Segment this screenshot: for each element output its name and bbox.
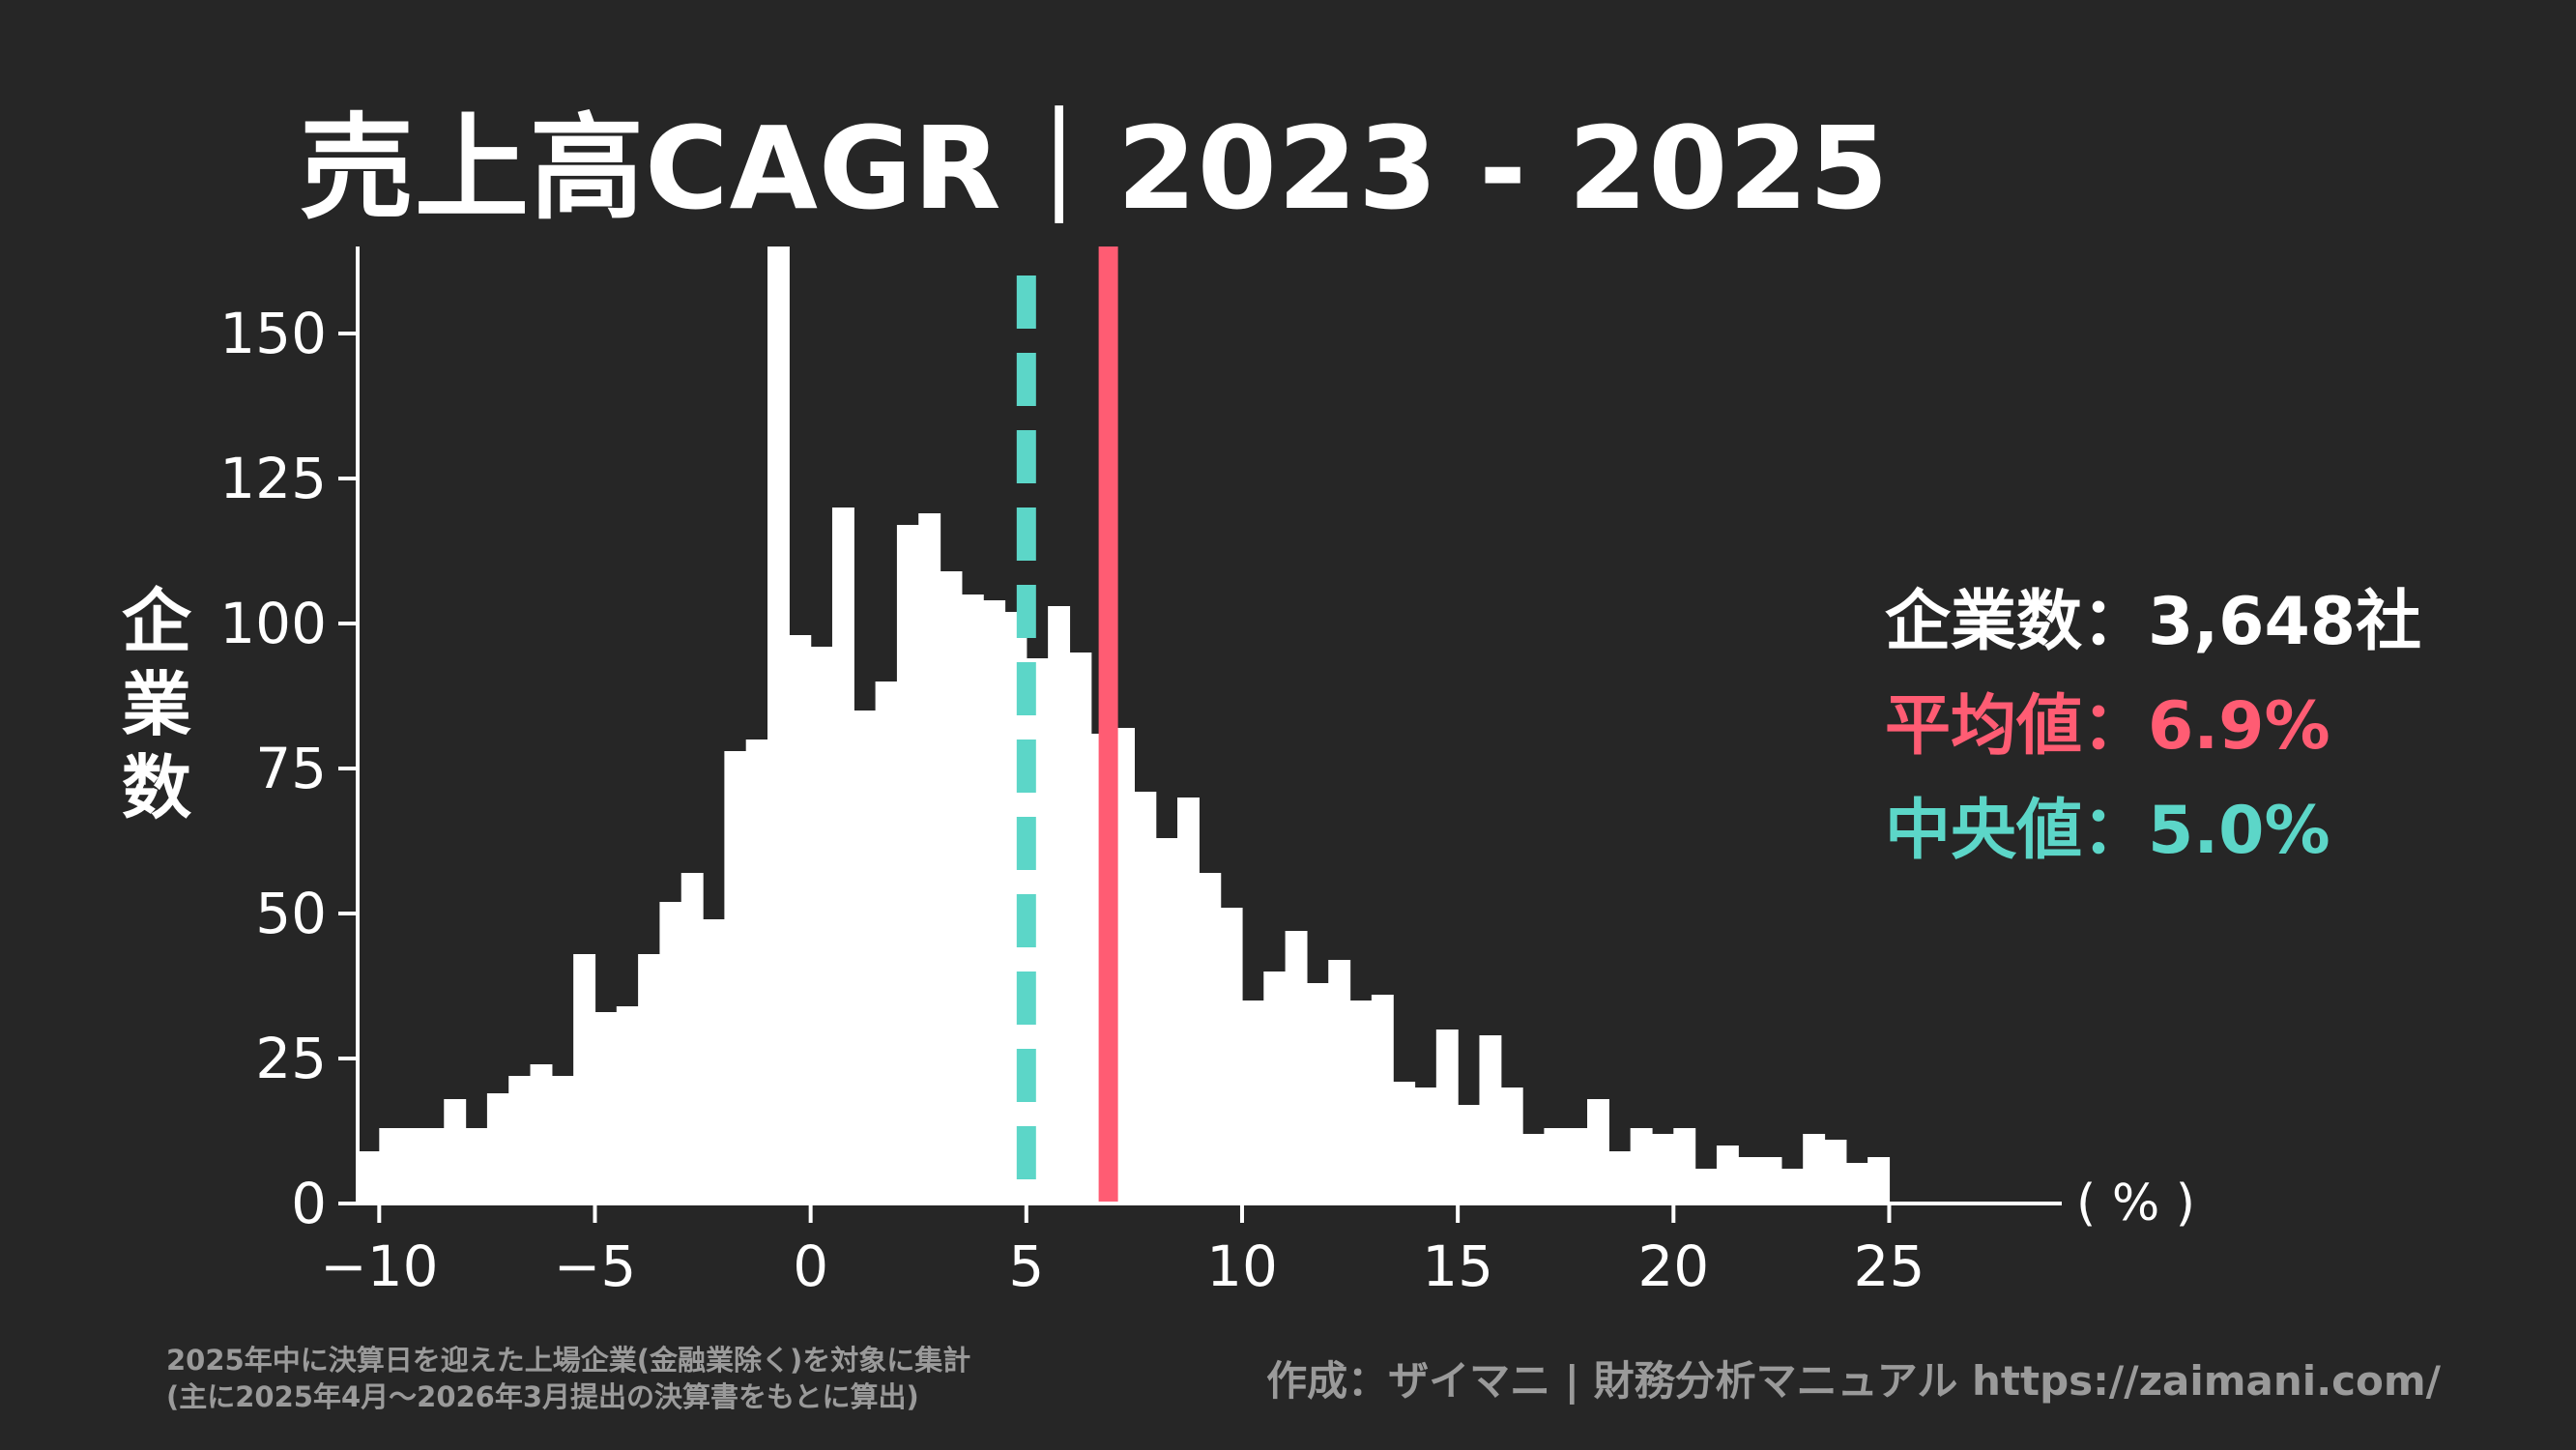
- y-tick-label: 25: [255, 1026, 327, 1091]
- histogram-bar: [703, 919, 725, 1204]
- histogram-bar: [1824, 1140, 1847, 1204]
- histogram-bar: [1500, 1088, 1523, 1204]
- y-tick-label: 125: [219, 446, 327, 511]
- histogram-bar: [1803, 1134, 1826, 1204]
- mean-label: 平均値：6.9%: [1885, 688, 2330, 765]
- histogram-bar: [1263, 972, 1287, 1204]
- histogram-bar: [1587, 1099, 1609, 1204]
- histogram-bar: [831, 508, 854, 1204]
- histogram-bar: [875, 682, 898, 1204]
- histogram-bar: [1759, 1157, 1782, 1204]
- y-axis-label-char: 数: [121, 747, 191, 828]
- x-tick-label: −10: [320, 1233, 438, 1299]
- histogram-bar: [594, 1012, 618, 1204]
- histogram-bar: [983, 600, 1006, 1204]
- histogram-bar: [1845, 1163, 1868, 1204]
- histogram-bar: [1371, 995, 1394, 1204]
- histogram-bar: [745, 740, 768, 1204]
- x-axis-unit-label: ( % ): [2076, 1174, 2196, 1232]
- histogram-bar: [1565, 1128, 1588, 1204]
- footnote-line: 2025年中に決算日を迎えた上場企業(金融業除く)を対象に集計: [166, 1344, 971, 1377]
- x-tick-label: 0: [793, 1233, 828, 1299]
- histogram-bar: [1241, 1000, 1264, 1204]
- x-tick-label: −5: [554, 1233, 637, 1299]
- x-tick-label: 25: [1854, 1233, 1925, 1299]
- histogram-bar: [508, 1076, 532, 1204]
- histogram-bar: [486, 1093, 509, 1204]
- company-count-label: 企業数：3,648社: [1885, 584, 2422, 660]
- histogram-bar: [1113, 728, 1135, 1204]
- histogram-bar: [1522, 1134, 1546, 1204]
- median-label: 中央値：5.0%: [1885, 793, 2330, 869]
- histogram-bar: [1479, 1035, 1502, 1204]
- histogram-bar: [1673, 1128, 1696, 1204]
- histogram-bar: [1414, 1088, 1437, 1204]
- histogram-bar: [1285, 931, 1308, 1204]
- histogram-bar: [940, 571, 963, 1204]
- histogram-bar: [1867, 1157, 1891, 1204]
- histogram-bar: [767, 246, 790, 1204]
- histogram-bar: [1220, 908, 1243, 1204]
- histogram-bar: [573, 954, 596, 1204]
- histogram-bar: [659, 902, 682, 1204]
- x-tick-label: 20: [1637, 1233, 1709, 1299]
- x-tick-label: 10: [1206, 1233, 1278, 1299]
- histogram-bar: [638, 954, 661, 1204]
- histogram-bar: [1651, 1134, 1674, 1204]
- histogram-bar: [1349, 1000, 1373, 1204]
- chart-title: 売上高CAGR｜2023 - 2025: [300, 102, 1890, 235]
- histogram-bar: [1306, 983, 1329, 1204]
- y-axis-label-char: 業: [121, 664, 191, 745]
- histogram-bar: [551, 1076, 574, 1204]
- histogram-bar: [421, 1128, 445, 1204]
- histogram-bar: [896, 525, 919, 1204]
- y-tick-label: 150: [219, 301, 327, 366]
- histogram-bar: [616, 1006, 639, 1204]
- x-tick-label: 5: [1008, 1233, 1044, 1299]
- y-tick-label: 0: [291, 1171, 327, 1236]
- histogram-bar: [1608, 1151, 1632, 1204]
- histogram-bar: [1716, 1146, 1739, 1204]
- y-axis-label: 企 業 数: [108, 580, 205, 829]
- histogram-bar: [530, 1064, 553, 1204]
- histogram-bar: [724, 751, 747, 1204]
- y-tick-label: 100: [219, 591, 327, 656]
- histogram-bar: [961, 594, 984, 1204]
- histogram-bar: [1199, 873, 1222, 1204]
- histogram-bar: [1630, 1128, 1653, 1204]
- y-tick-label: 75: [255, 736, 327, 801]
- histogram-bar: [1134, 792, 1157, 1204]
- histogram-bar: [1328, 960, 1351, 1204]
- histogram-bar: [1155, 838, 1178, 1204]
- histogram-bar: [1544, 1128, 1567, 1204]
- histogram-bar: [1738, 1157, 1761, 1204]
- histogram-bar: [1694, 1169, 1718, 1204]
- histogram-bar: [1393, 1082, 1416, 1204]
- x-tick-label: 15: [1422, 1233, 1493, 1299]
- histogram-bar: [465, 1128, 488, 1204]
- histogram-bar: [810, 647, 833, 1204]
- histogram-bar: [1177, 798, 1200, 1204]
- histogram-bar: [400, 1128, 423, 1204]
- histogram-bar: [854, 710, 877, 1204]
- stats-legend: 企業数：3,648社 平均値：6.9% 中央値：5.0%: [1885, 570, 2421, 884]
- credit-text: 作成：ザイマニ | 財務分析マニュアル https://zaimani.com/: [1266, 1357, 2441, 1405]
- histogram-bar: [1458, 1105, 1481, 1204]
- histogram-bar: [379, 1128, 402, 1204]
- histogram-bar: [918, 513, 941, 1204]
- histogram-bar: [1780, 1169, 1804, 1204]
- histogram-bar: [1435, 1030, 1459, 1204]
- histogram-bar: [680, 873, 704, 1204]
- histogram-bar: [1048, 606, 1071, 1204]
- histogram-bar: [1069, 652, 1092, 1204]
- histogram-bar: [444, 1099, 467, 1204]
- histogram-bar: [358, 1151, 380, 1204]
- histogram-bar: [789, 635, 812, 1204]
- footnote: 2025年中に決算日を迎えた上場企業(金融業除く)を対象に集計 (主に2025年…: [166, 1342, 970, 1415]
- y-axis-label-char: 企: [121, 581, 191, 662]
- y-tick-label: 50: [255, 881, 327, 946]
- footnote-line: (主に2025年4月～2026年3月提出の決算書をもとに算出): [166, 1380, 919, 1413]
